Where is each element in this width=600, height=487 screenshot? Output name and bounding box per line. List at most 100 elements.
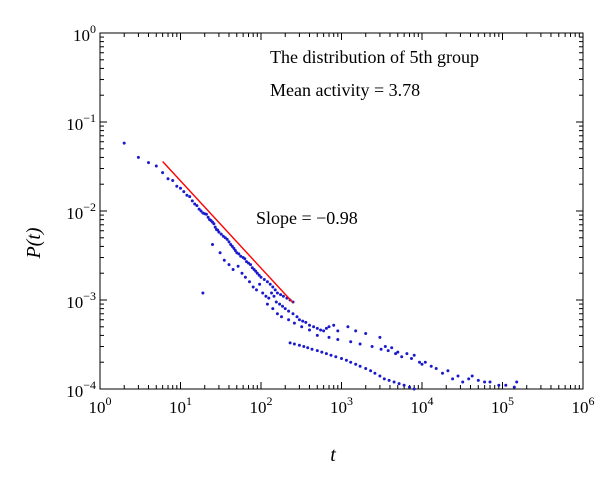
data-point xyxy=(154,164,158,168)
data-point xyxy=(292,342,296,346)
data-point xyxy=(315,333,319,337)
data-point xyxy=(230,244,234,248)
data-point xyxy=(171,179,175,182)
data-point xyxy=(188,195,192,199)
data-point xyxy=(274,300,278,304)
data-point xyxy=(476,378,480,382)
data-point xyxy=(504,383,508,387)
data-point xyxy=(175,184,179,188)
data-point xyxy=(369,369,373,373)
data-point xyxy=(264,294,268,298)
data-point xyxy=(488,380,492,384)
data-point xyxy=(262,278,266,281)
data-point xyxy=(364,367,368,370)
data-point xyxy=(344,358,348,362)
data-point xyxy=(327,335,331,339)
data-point xyxy=(300,325,304,329)
data-point xyxy=(271,307,275,311)
data-point xyxy=(410,357,413,360)
data-point xyxy=(190,199,194,203)
x-axis-label: t xyxy=(330,444,336,466)
data-point xyxy=(227,240,231,244)
data-point xyxy=(354,329,358,333)
data-point xyxy=(402,383,406,387)
data-point xyxy=(386,349,390,353)
data-point xyxy=(193,202,197,206)
data-point xyxy=(161,171,165,175)
data-point xyxy=(308,323,311,327)
data-point xyxy=(470,374,474,378)
data-point xyxy=(390,346,394,350)
data-point xyxy=(340,357,343,360)
data-point xyxy=(212,222,216,226)
x-axis: 100 101 102 103 104 105 106 xyxy=(89,33,595,417)
data-points xyxy=(122,141,519,391)
data-point xyxy=(185,193,189,197)
data-point xyxy=(451,377,455,381)
data-point xyxy=(219,232,223,236)
data-point xyxy=(378,335,382,339)
data-point xyxy=(213,225,217,229)
data-point xyxy=(237,252,241,256)
data-point xyxy=(297,343,301,347)
data-point xyxy=(310,347,314,351)
data-point xyxy=(315,326,319,330)
data-point xyxy=(166,177,170,181)
data-point xyxy=(222,258,226,262)
data-point xyxy=(408,385,411,389)
x-tick-label: 102 xyxy=(250,394,273,417)
data-point xyxy=(383,345,387,348)
slope-annotation: Slope = −0.98 xyxy=(256,208,358,228)
data-point xyxy=(308,328,311,332)
data-point xyxy=(233,249,237,252)
y-tick-label: 10−1 xyxy=(66,111,96,134)
data-point xyxy=(201,291,205,295)
data-point xyxy=(319,328,323,332)
data-point xyxy=(354,362,358,366)
data-point xyxy=(122,141,126,145)
data-point xyxy=(397,382,401,386)
data-point xyxy=(405,352,409,356)
data-point xyxy=(278,302,282,306)
data-point xyxy=(251,285,255,289)
data-point xyxy=(358,364,362,368)
data-point xyxy=(394,352,398,356)
data-point xyxy=(225,237,229,241)
x-tick-label: 101 xyxy=(169,394,192,417)
data-point xyxy=(283,307,287,311)
data-point xyxy=(279,293,283,297)
data-point xyxy=(446,369,450,373)
data-point xyxy=(211,243,214,246)
data-point xyxy=(320,350,324,354)
data-point xyxy=(515,380,519,384)
data-point xyxy=(418,360,421,364)
data-point xyxy=(378,374,382,378)
y-tick-label: 10−4 xyxy=(66,378,96,401)
data-point xyxy=(334,355,338,359)
data-point xyxy=(461,380,465,384)
data-point xyxy=(292,321,296,325)
data-point xyxy=(195,204,199,208)
data-point xyxy=(423,360,427,364)
data-point xyxy=(312,325,316,329)
data-point xyxy=(364,332,368,335)
data-point xyxy=(199,209,203,213)
data-point xyxy=(261,291,265,295)
data-point xyxy=(258,282,262,286)
data-point xyxy=(273,288,277,292)
data-point xyxy=(358,342,362,346)
data-point xyxy=(322,329,326,333)
data-point xyxy=(373,371,377,375)
data-point xyxy=(336,338,340,341)
x-tick-label: 100 xyxy=(89,394,112,417)
group-annotation: The distribution of 5th group xyxy=(270,47,479,67)
data-point xyxy=(346,325,350,329)
y-tick-label: 10−3 xyxy=(66,289,96,312)
data-point xyxy=(197,207,201,211)
data-point xyxy=(243,275,247,279)
data-point xyxy=(249,263,252,267)
data-point xyxy=(315,349,319,353)
data-point xyxy=(265,302,269,306)
data-point xyxy=(147,161,150,165)
